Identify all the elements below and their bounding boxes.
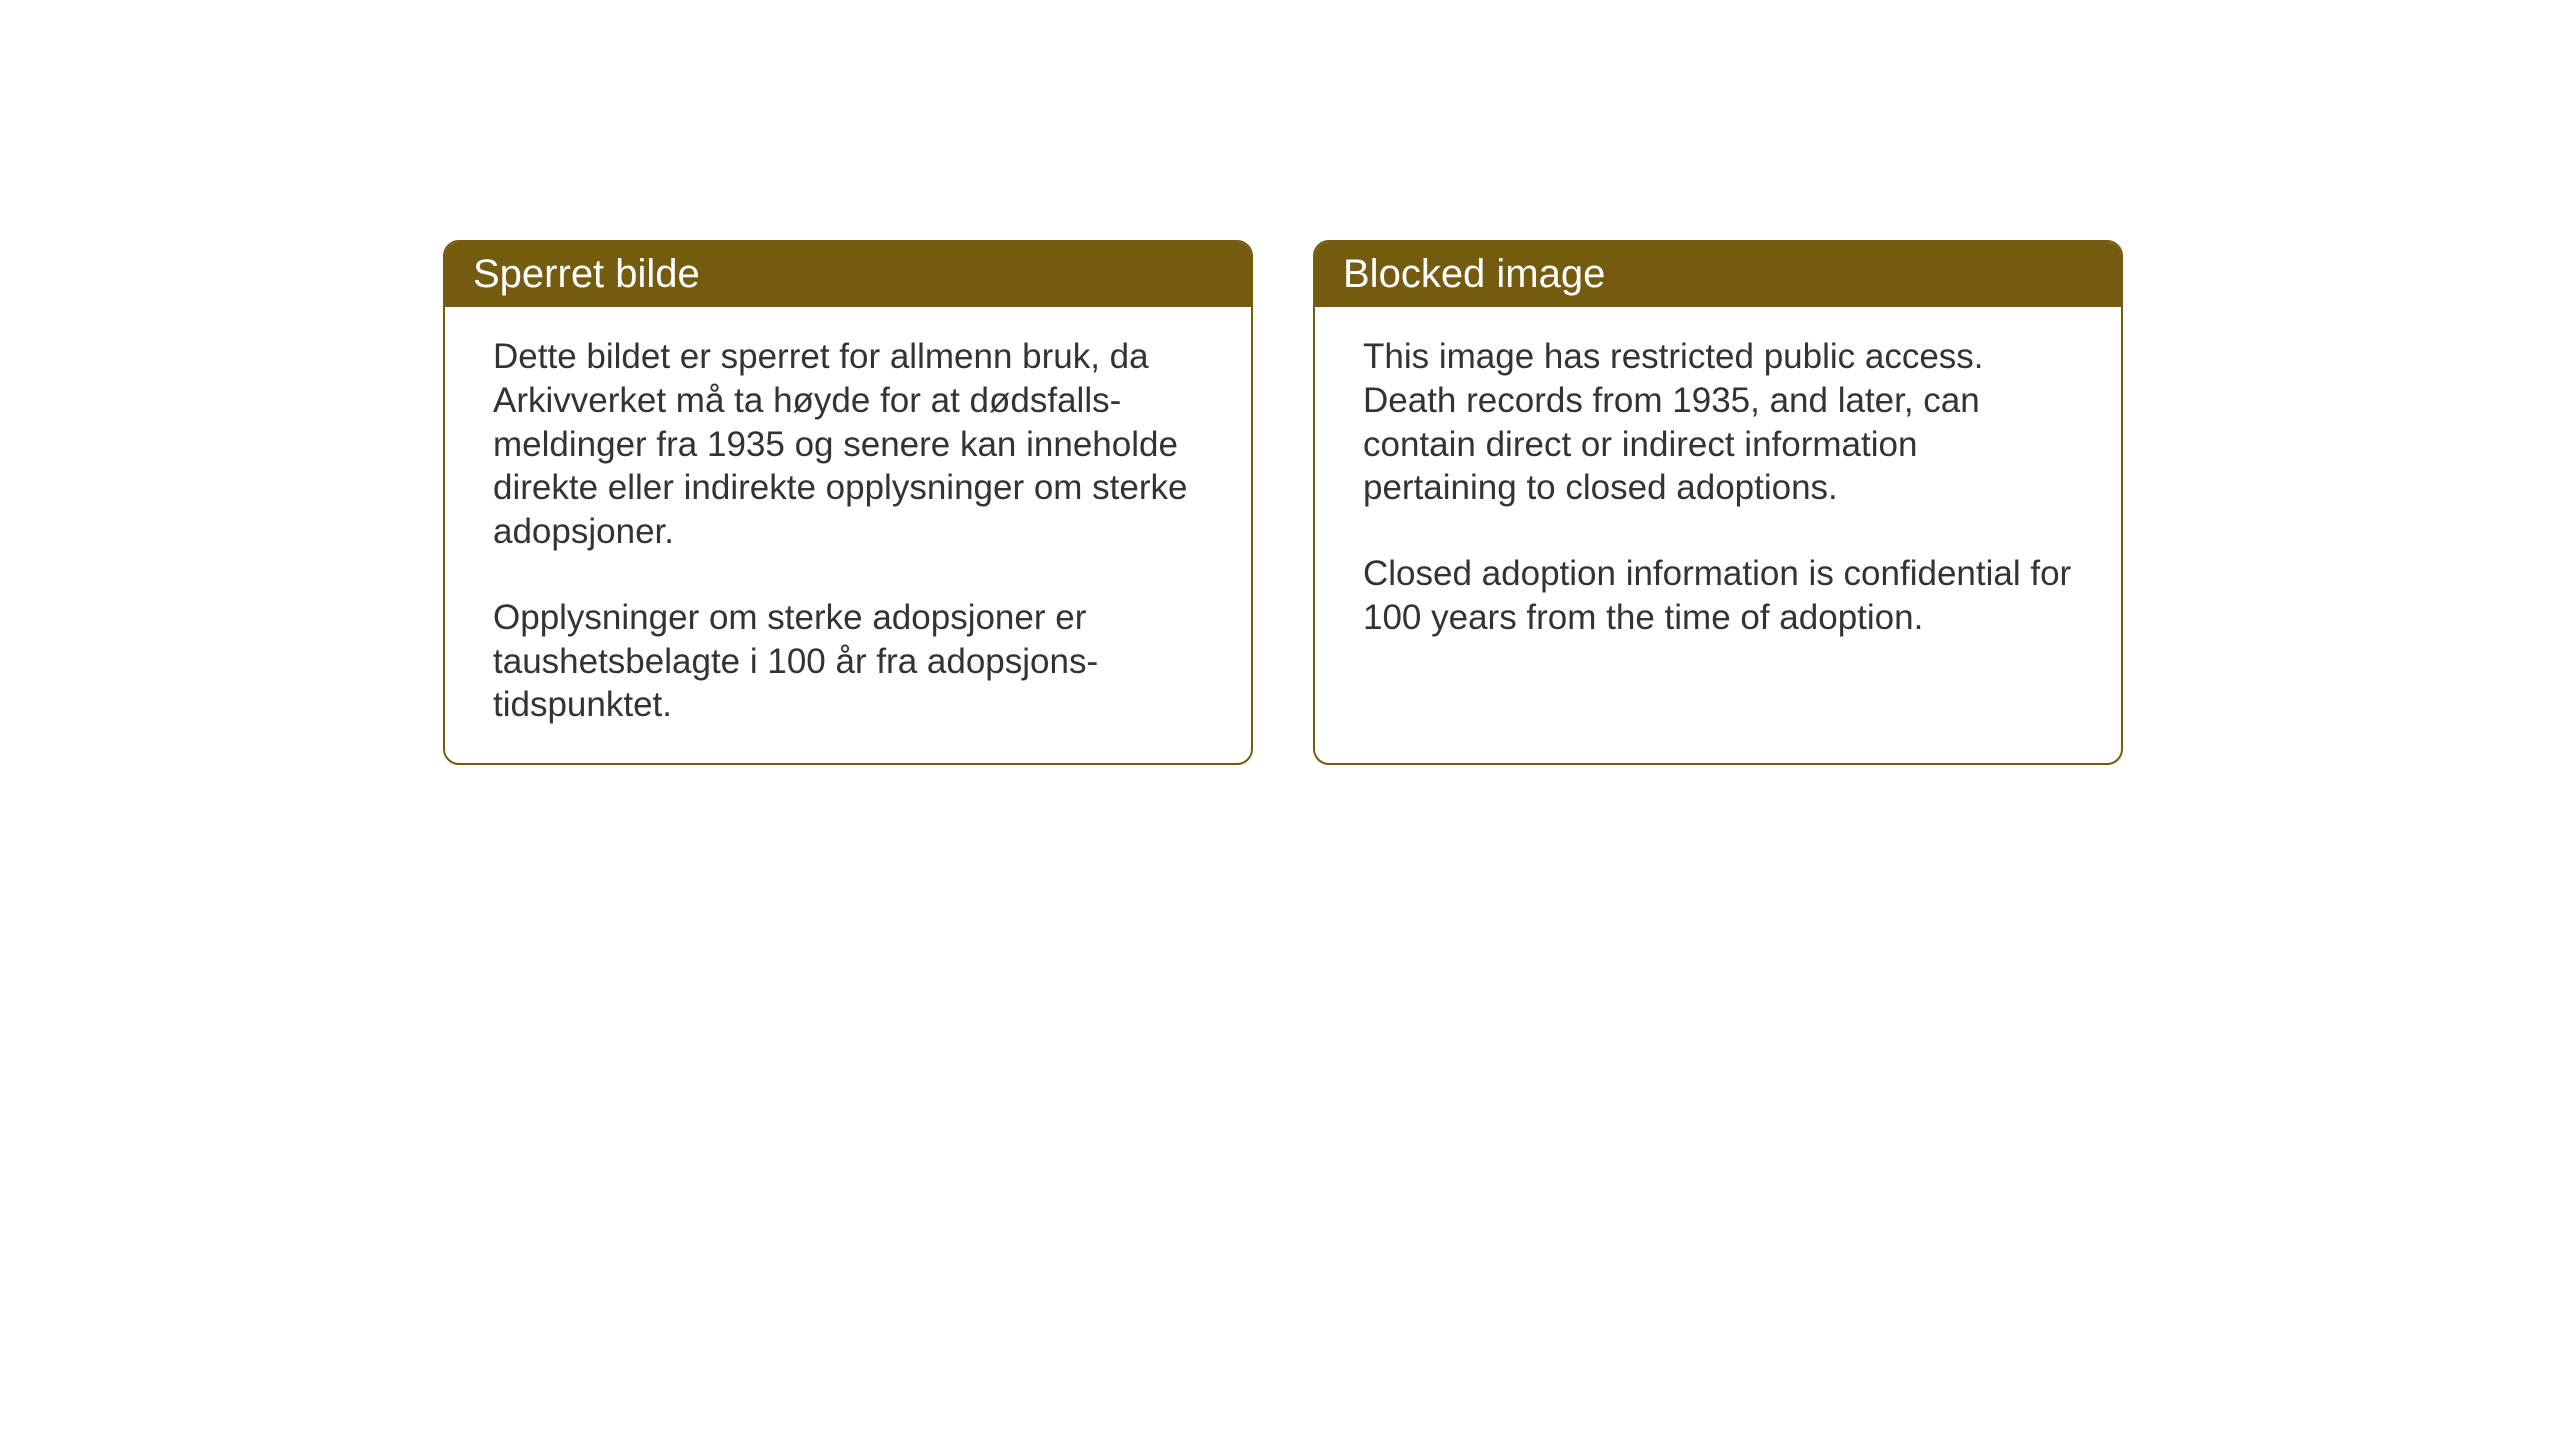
card-paragraph-2-norwegian: Opplysninger om sterke adopsjoner er tau… [493, 596, 1203, 727]
notice-cards-container: Sperret bilde Dette bildet er sperret fo… [443, 240, 2123, 765]
card-header-norwegian: Sperret bilde [445, 242, 1251, 307]
card-title-english: Blocked image [1343, 252, 1605, 296]
notice-card-norwegian: Sperret bilde Dette bildet er sperret fo… [443, 240, 1253, 765]
card-paragraph-1-english: This image has restricted public access.… [1363, 335, 2073, 510]
card-header-english: Blocked image [1315, 242, 2121, 307]
card-paragraph-1-norwegian: Dette bildet er sperret for allmenn bruk… [493, 335, 1203, 554]
notice-card-english: Blocked image This image has restricted … [1313, 240, 2123, 765]
card-body-english: This image has restricted public access.… [1315, 307, 2121, 676]
card-title-norwegian: Sperret bilde [473, 252, 700, 296]
card-body-norwegian: Dette bildet er sperret for allmenn bruk… [445, 307, 1251, 763]
card-paragraph-2-english: Closed adoption information is confident… [1363, 552, 2073, 640]
